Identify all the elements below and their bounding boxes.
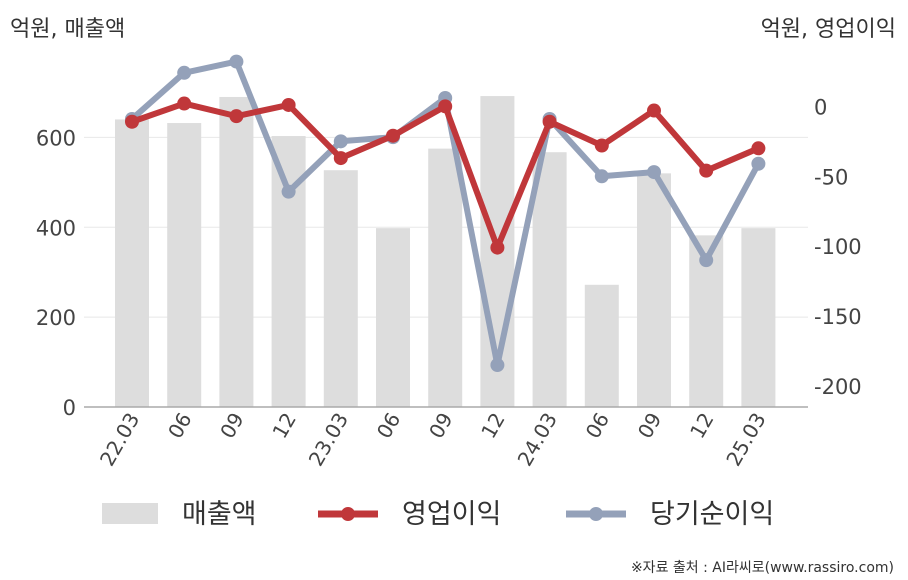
legend-label-operating-profit: 영업이익 — [402, 499, 501, 530]
net-income-point — [699, 253, 714, 268]
net-income-point — [177, 65, 192, 80]
left-axis-title: 억원, 매출액 — [10, 17, 125, 42]
right-tick-label: -200 — [814, 375, 862, 399]
x-tick-label: 06 — [163, 409, 197, 443]
legend-label-net-income: 당기순이익 — [650, 499, 774, 530]
x-tick-label: 09 — [215, 409, 249, 443]
legend-marker-net-income — [589, 507, 603, 521]
revenue-bar — [323, 170, 358, 407]
operating-profit-point — [647, 103, 661, 118]
revenue-bar — [376, 228, 410, 407]
legend-swatch-revenue — [102, 503, 158, 524]
revenue-bar — [741, 228, 776, 407]
net-income-point — [594, 169, 609, 184]
x-tick-label: 22.03 — [95, 409, 144, 471]
revenue-bar — [637, 173, 671, 407]
net-income-point — [647, 165, 661, 180]
legend-label-revenue: 매출액 — [182, 499, 257, 530]
revenue-bar — [219, 96, 254, 408]
x-tick-label: 06 — [581, 409, 615, 443]
operating-profit-point — [281, 97, 296, 112]
bar-series-revenue — [115, 96, 776, 408]
operating-profit-point — [542, 114, 557, 129]
operating-profit-point — [125, 114, 139, 129]
right-tick-label: -150 — [814, 305, 862, 329]
operating-profit-point — [229, 109, 244, 124]
revenue-bar — [115, 119, 149, 407]
left-tick-label: 600 — [36, 126, 76, 150]
source-note: ※자료 출처 : AI라씨로(www.rassiro.com) — [631, 560, 894, 576]
x-tick-label: 23.03 — [304, 409, 353, 471]
left-tick-label: 0 — [63, 396, 76, 420]
right-tick-label: -100 — [814, 235, 862, 259]
operating-profit-point — [386, 128, 400, 143]
x-tick-label: 12 — [685, 409, 719, 443]
net-income-point — [751, 156, 766, 171]
operating-profit-point — [751, 141, 766, 156]
x-axis-ticks: 22.03 06 09 12 23.03 06 09 12 24.03 06 09 12 25.03 — [95, 409, 771, 471]
net-income-point — [333, 134, 348, 149]
revenue-bar — [584, 284, 619, 407]
left-axis-ticks: 0 200 400 600 — [36, 126, 76, 420]
net-income-point — [490, 358, 505, 373]
revenue-bar — [532, 152, 567, 407]
x-tick-label: 12 — [267, 409, 301, 443]
legend-marker-operating-profit — [341, 507, 355, 521]
revenue-bar — [167, 123, 202, 407]
left-tick-label: 400 — [36, 216, 76, 240]
operating-profit-point — [177, 96, 192, 111]
x-tick-label: 25.03 — [721, 409, 770, 471]
revenue-bar — [428, 148, 463, 407]
operating-profit-point — [438, 99, 453, 114]
operating-profit-point — [699, 163, 714, 178]
x-tick-label: 06 — [372, 409, 406, 443]
operating-profit-point — [594, 138, 609, 153]
left-tick-label: 200 — [36, 306, 76, 330]
legend: 매출액 영업이익 당기순이익 — [102, 499, 774, 530]
right-tick-label: 0 — [814, 95, 827, 119]
right-axis-ticks: 0 -50 -100 -150 -200 — [814, 95, 862, 399]
line-series — [125, 54, 766, 373]
x-tick-label: 24.03 — [513, 409, 562, 471]
x-tick-label: 09 — [424, 409, 458, 443]
right-tick-label: -50 — [814, 165, 848, 189]
x-tick-label: 09 — [633, 409, 667, 443]
operating-profit-point — [333, 151, 348, 166]
x-tick-label: 12 — [476, 409, 510, 443]
operating-profit-point — [490, 240, 505, 255]
net-income-point — [229, 54, 244, 69]
right-axis-title: 억원, 영업이익 — [761, 17, 896, 42]
net-income-point — [281, 184, 296, 199]
